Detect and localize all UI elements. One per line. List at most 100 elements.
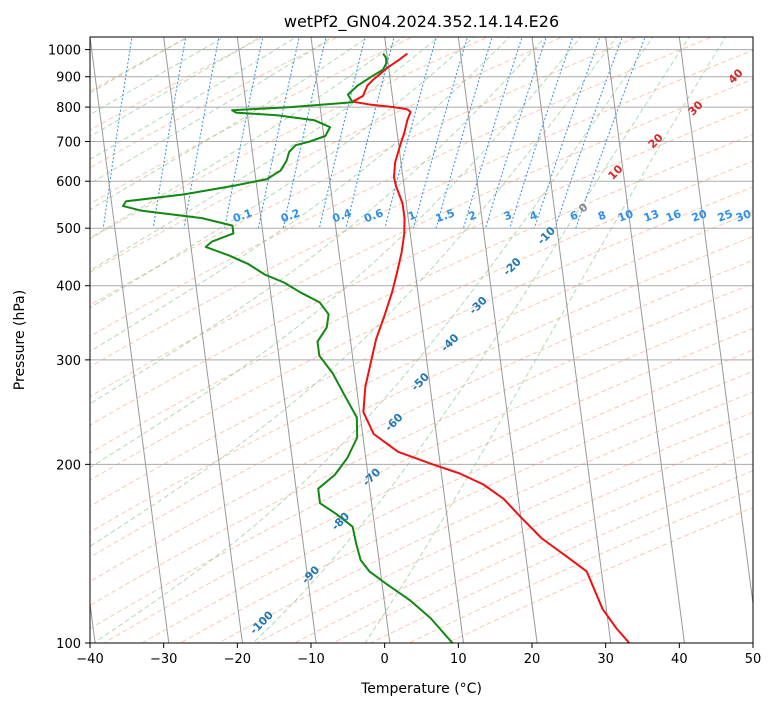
isotherm <box>90 599 96 643</box>
dry-adiabat <box>331 451 753 643</box>
mixing-ratio-label: 36 <box>756 207 775 225</box>
mixing-ratio-label: 30 <box>734 207 753 225</box>
x-tick-label: 40 <box>671 652 688 667</box>
mixing-ratio-line <box>345 37 395 229</box>
dry-adiabat <box>90 37 564 273</box>
mixing-ratio-label: 13 <box>642 207 661 224</box>
mixing-ratio-line <box>257 37 300 229</box>
mixing-ratio-label: 0.1 <box>231 206 254 225</box>
isotherm-label: -60 <box>382 411 405 434</box>
mixing-ratio-label: 0.4 <box>331 206 354 225</box>
dry-adiabat <box>90 37 415 205</box>
pressure-grid <box>90 49 753 643</box>
mixing-ratio-line <box>384 37 437 229</box>
dry-adiabat <box>90 133 753 454</box>
isotherm <box>163 37 243 643</box>
y-tick-label: 200 <box>56 458 81 473</box>
isotherm <box>90 37 170 643</box>
moist-adiabat-label: 20 <box>646 131 666 151</box>
mixing-ratio-line <box>435 37 493 229</box>
isotherm <box>605 37 685 643</box>
isotherm-label: -70 <box>360 465 383 488</box>
moist-adiabat <box>90 37 225 116</box>
isotherm-label: -90 <box>299 563 322 586</box>
mixing-ratio-lines <box>56 35 646 229</box>
mixing-ratio-line <box>554 37 623 229</box>
x-tick-label: 20 <box>524 652 541 667</box>
mixing-ratio-label: 1 <box>406 209 418 224</box>
isotherms <box>90 37 753 643</box>
x-tick-label: 10 <box>450 652 467 667</box>
x-tick-label: 30 <box>597 652 614 667</box>
mixing-ratio-label: 16 <box>664 207 683 225</box>
isopleth-labels: -100-90-80-70-60-50-40-30-20-100.1 0.2 0.4… <box>231 66 775 637</box>
dry-adiabat <box>90 235 753 558</box>
mixing-ratio-label: 0.6 <box>362 206 385 225</box>
y-tick-label: 600 <box>56 175 81 190</box>
dry-adiabat <box>90 78 753 398</box>
x-tick-label: −40 <box>76 652 103 667</box>
dry-adiabat <box>255 411 753 643</box>
mixing-ratio-line <box>485 37 547 229</box>
isotherm-label: -30 <box>467 294 490 317</box>
mixing-ratio-line <box>102 37 133 229</box>
isotherm <box>531 37 612 643</box>
dry-adiabats <box>90 37 753 643</box>
moist-adiabat <box>90 37 262 138</box>
mixing-ratio-label: 3 <box>502 209 514 224</box>
mixing-ratio-line <box>534 37 601 229</box>
isotherm <box>752 37 753 41</box>
dry-adiabat <box>90 37 489 240</box>
mixing-ratio-line <box>462 37 523 229</box>
mixing-ratio-label: 4 <box>528 208 540 223</box>
dry-adiabat <box>90 160 753 481</box>
mixing-ratio-line <box>183 37 220 229</box>
dewpoint-line <box>122 52 454 643</box>
y-axis: 100 200 300 400 500 600 700 800 900 1000 <box>48 44 90 652</box>
isotherm <box>310 37 391 643</box>
mixing-ratio-label: 8 <box>596 209 608 224</box>
moist-adiabat <box>90 37 511 352</box>
mixing-ratio-label: 20 <box>690 207 709 225</box>
dry-adiabat <box>217 391 753 643</box>
mixing-ratio-line <box>282 37 327 229</box>
moist-adiabat <box>90 37 440 272</box>
x-tick-label: −20 <box>224 652 251 667</box>
plot-area: -100-90-80-70-60-50-40-30-20-100.1 0.2 0.4… <box>56 35 775 643</box>
dry-adiabat <box>103 327 753 643</box>
y-tick-label: 300 <box>56 354 81 369</box>
y-tick-label: 1000 <box>48 44 81 59</box>
y-tick-label: 500 <box>56 222 81 237</box>
chart-title: wetPf2_GN04.2024.352.14.14.E26 <box>284 12 559 32</box>
dry-adiabat <box>90 37 340 169</box>
moist-adiabat <box>90 37 582 469</box>
dry-adiabat <box>90 282 753 606</box>
isotherm-label: -100 <box>247 608 276 637</box>
moist-adiabat <box>90 37 546 405</box>
dry-adiabat <box>370 470 753 643</box>
y-axis-label: Pressure (hPa) <box>12 290 28 390</box>
dry-adiabat <box>90 106 753 426</box>
dry-adiabat <box>90 211 753 533</box>
isotherm <box>236 37 317 643</box>
mixing-ratio-line <box>318 37 366 229</box>
moist-adiabats <box>90 37 727 643</box>
mixing-ratio-line <box>412 37 469 229</box>
y-tick-label: 100 <box>56 637 81 652</box>
moist-adiabat <box>90 37 618 547</box>
dry-adiabat <box>90 49 753 368</box>
dry-adiabat <box>90 186 753 508</box>
dry-adiabat <box>179 370 753 643</box>
x-tick-label: −10 <box>297 652 324 667</box>
mixing-ratio-line <box>56 35 82 229</box>
moist-adiabat <box>90 37 369 211</box>
y-tick-label: 400 <box>56 280 81 295</box>
dry-adiabat <box>408 488 753 643</box>
dry-adiabat <box>90 259 753 583</box>
isotherm-label: -20 <box>501 255 524 278</box>
x-axis: −40 −30 −20 −10 0 10 20 30 40 50 <box>76 643 761 667</box>
mixing-ratio-label: 25 <box>716 207 735 224</box>
dry-adiabat <box>90 37 639 306</box>
mixing-ratio-label: 2 <box>467 209 479 224</box>
